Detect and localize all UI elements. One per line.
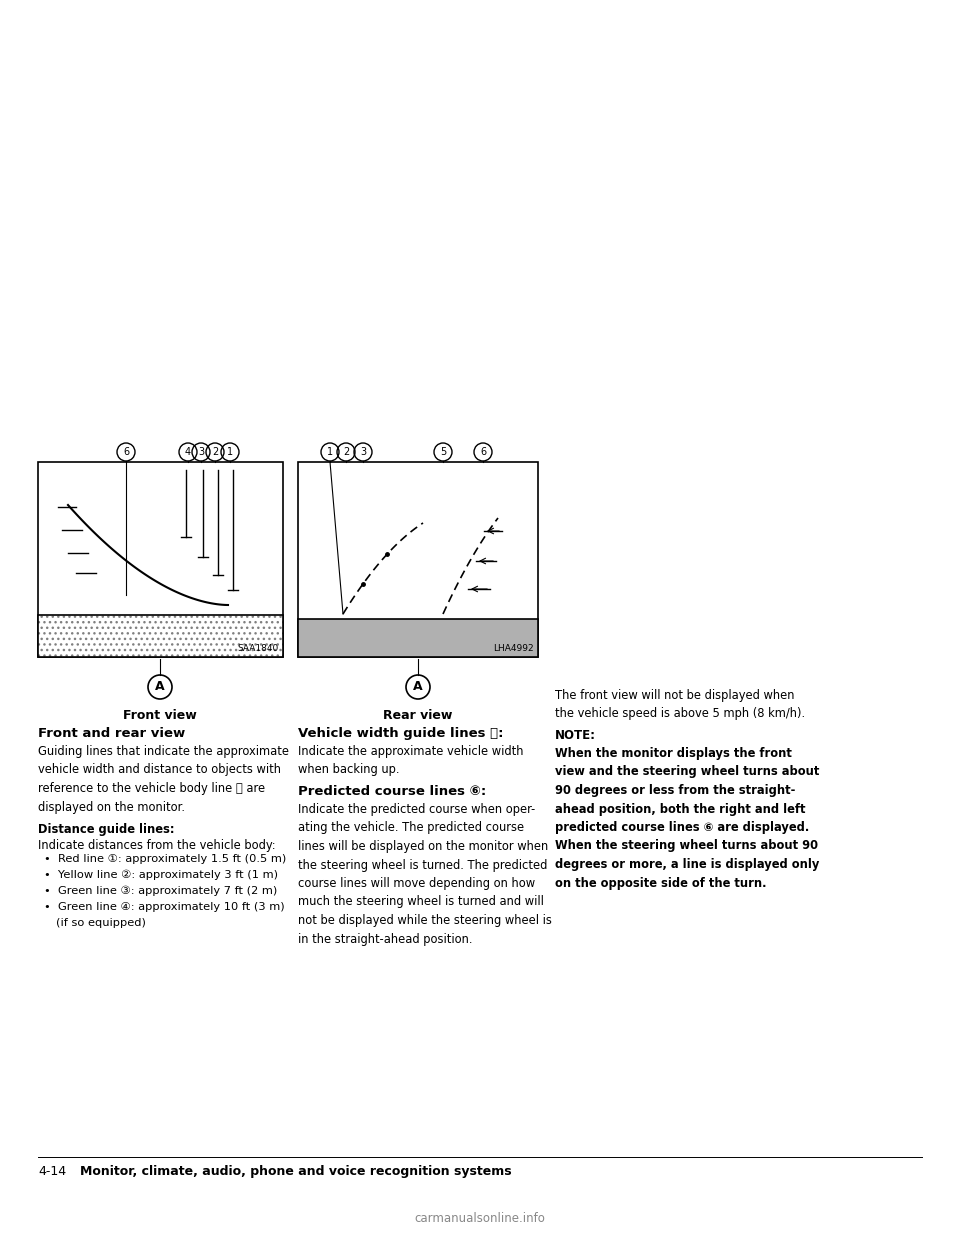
Text: 1: 1 <box>327 447 333 457</box>
Text: NOTE:: NOTE: <box>555 729 596 741</box>
Text: SAA1840: SAA1840 <box>238 645 279 653</box>
Text: 3: 3 <box>198 447 204 457</box>
Text: Rear view: Rear view <box>383 709 453 722</box>
Text: Indicate distances from the vehicle body:: Indicate distances from the vehicle body… <box>38 840 276 852</box>
Text: A: A <box>413 681 422 693</box>
Text: Monitor, climate, audio, phone and voice recognition systems: Monitor, climate, audio, phone and voice… <box>80 1165 512 1177</box>
Text: 6: 6 <box>123 447 129 457</box>
Text: 4-14: 4-14 <box>38 1165 66 1177</box>
Text: The front view will not be displayed when
the vehicle speed is above 5 mph (8 km: The front view will not be displayed whe… <box>555 689 805 720</box>
Text: 2: 2 <box>343 447 349 457</box>
Text: Indicate the approximate vehicle width
when backing up.: Indicate the approximate vehicle width w… <box>298 745 523 776</box>
Bar <box>298 619 538 657</box>
Text: 3: 3 <box>360 447 366 457</box>
Text: 1: 1 <box>227 447 233 457</box>
Bar <box>38 615 283 657</box>
Bar <box>298 619 538 657</box>
Text: Indicate the predicted course when oper-
ating the vehicle. The predicted course: Indicate the predicted course when oper-… <box>298 804 552 945</box>
Text: Front and rear view: Front and rear view <box>38 727 185 740</box>
Text: •  Red line ①: approximately 1.5 ft (0.5 m): • Red line ①: approximately 1.5 ft (0.5 … <box>44 854 286 864</box>
Text: Front view: Front view <box>123 709 197 722</box>
Text: When the monitor displays the front
view and the steering wheel turns about
90 d: When the monitor displays the front view… <box>555 746 820 889</box>
Text: •  Yellow line ②: approximately 3 ft (1 m): • Yellow line ②: approximately 3 ft (1 m… <box>44 869 278 881</box>
Text: Vehicle width guide lines ⓤ:: Vehicle width guide lines ⓤ: <box>298 727 503 740</box>
Text: Guiding lines that indicate the approximate
vehicle width and distance to object: Guiding lines that indicate the approxim… <box>38 745 289 814</box>
Bar <box>38 462 283 657</box>
Text: 2: 2 <box>212 447 218 457</box>
Text: 6: 6 <box>480 447 486 457</box>
Text: carmanualsonline.info: carmanualsonline.info <box>415 1212 545 1225</box>
Text: •  Green line ③: approximately 7 ft (2 m): • Green line ③: approximately 7 ft (2 m) <box>44 886 277 897</box>
Bar <box>298 462 538 657</box>
Text: 4: 4 <box>185 447 191 457</box>
Text: 5: 5 <box>440 447 446 457</box>
Text: (if so equipped): (if so equipped) <box>56 918 146 928</box>
Text: Predicted course lines ⑥:: Predicted course lines ⑥: <box>298 785 487 799</box>
Text: A: A <box>156 681 165 693</box>
Text: •  Green line ④: approximately 10 ft (3 m): • Green line ④: approximately 10 ft (3 m… <box>44 902 284 912</box>
Text: LHA4992: LHA4992 <box>493 645 534 653</box>
Bar <box>38 615 283 657</box>
Text: Distance guide lines:: Distance guide lines: <box>38 823 175 836</box>
